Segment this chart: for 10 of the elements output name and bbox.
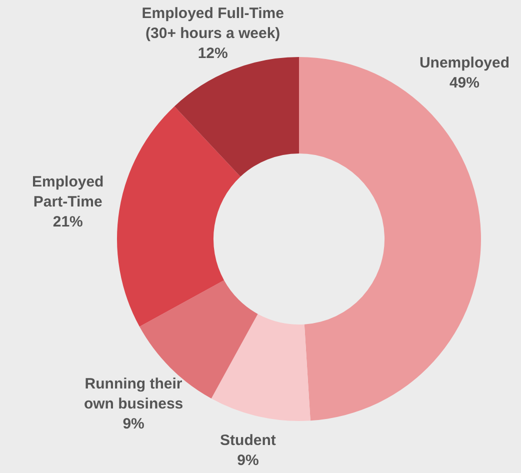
slice-label: Employed Part-Time <box>32 174 104 211</box>
data-label: 21% <box>52 214 83 231</box>
slice-label: Unemployed <box>419 54 510 72</box>
slice-label: Student <box>220 432 276 450</box>
data-label: 9% <box>237 452 259 470</box>
data-label: 9% <box>122 416 144 433</box>
data-label: 12% <box>198 45 228 62</box>
data-label: 49% <box>449 74 480 92</box>
slice-label: Running their own business <box>84 376 184 413</box>
slice-label: Employed Full-Time (30+ hours a week) <box>142 5 284 42</box>
